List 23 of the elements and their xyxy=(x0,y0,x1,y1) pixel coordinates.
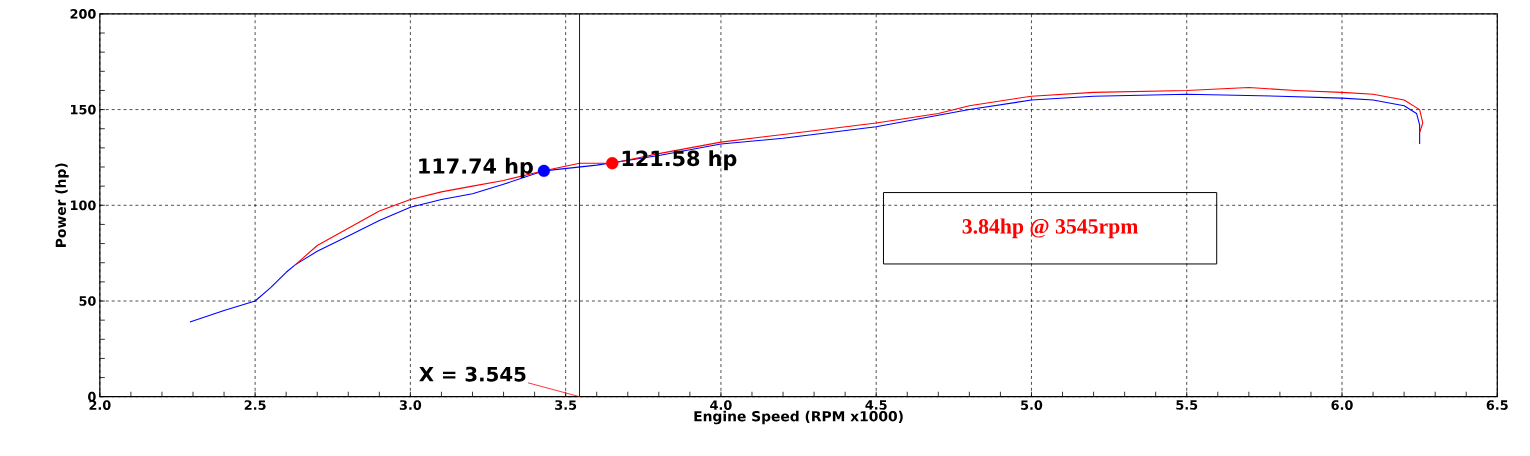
annotation: 117.74 hp xyxy=(419,157,533,178)
y-tick-label: 0 xyxy=(88,391,96,402)
x-tick-label: 6.0 xyxy=(1331,400,1353,410)
ref-line-label: X = 3.545 xyxy=(419,366,526,382)
x-tick-label: 5.0 xyxy=(1021,400,1043,410)
line-series xyxy=(189,93,1421,323)
annotation: 3.84hp @ 3545rpm xyxy=(962,218,1139,239)
line-series xyxy=(294,86,1424,266)
y-tick-label: 50 xyxy=(79,296,96,306)
x-tick-label: 2.5 xyxy=(244,400,266,410)
y-axis-title: Power (hp) xyxy=(55,163,69,247)
x-tick-label: 4.5 xyxy=(865,400,887,410)
x-tick-label: 4.0 xyxy=(710,400,732,410)
x-tick-label: 6.5 xyxy=(1486,400,1508,410)
x-tick-label: 3.5 xyxy=(555,400,577,410)
y-tick-label: 200 xyxy=(70,8,96,19)
x-tick-label: 2.0 xyxy=(89,400,111,410)
y-tick-label: 100 xyxy=(71,200,96,211)
x-tick-label: 5.5 xyxy=(1176,400,1198,410)
x-tick-label: 3.0 xyxy=(399,400,422,410)
x-axis-title: Engine Speed (RPM x1000) xyxy=(694,410,903,425)
y-tick-label: 150 xyxy=(71,104,96,115)
annotation: 121.58 hp xyxy=(622,150,737,171)
